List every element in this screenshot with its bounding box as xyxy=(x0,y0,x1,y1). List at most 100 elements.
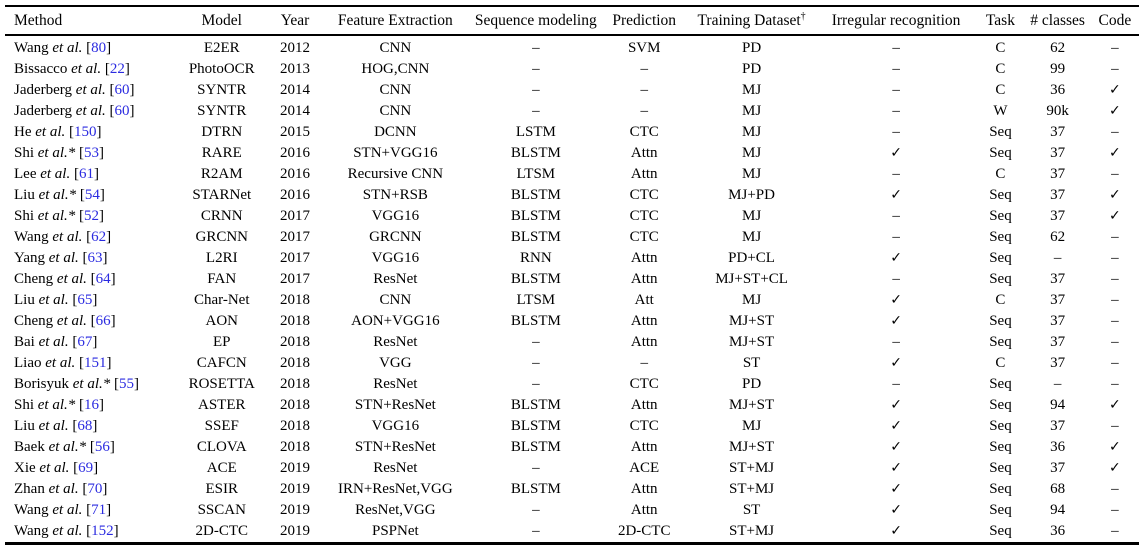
irregular-recognition-cell: ✓ xyxy=(890,187,902,203)
sequence-modeling-cell: RNN xyxy=(520,250,552,266)
code-cell: – xyxy=(1111,61,1119,77)
citation-link[interactable]: 64 xyxy=(95,271,111,287)
author-name: Wang xyxy=(14,502,53,518)
author-name: Cheng xyxy=(14,313,57,329)
citation-link[interactable]: 22 xyxy=(109,61,125,77)
num-classes-cell: 62 xyxy=(1050,229,1066,245)
table-row: Bai et al. [67] EP 2018 ResNet – Attn MJ+ST – Se… xyxy=(5,332,1139,353)
methods-comparison-table: Method Model Year Feature Extraction Seq… xyxy=(5,5,1139,545)
citation-link[interactable]: 60 xyxy=(114,103,130,119)
num-classes-cell: 68 xyxy=(1050,481,1066,497)
feature-extraction-cell: AON+VGG16 xyxy=(351,313,440,329)
sequence-modeling-cell: LSTM xyxy=(515,124,556,140)
citation-link[interactable]: 53 xyxy=(84,145,100,161)
task-cell: Seq xyxy=(989,460,1012,476)
citation-link[interactable]: 52 xyxy=(84,208,100,224)
prediction-cell: SVM xyxy=(627,40,661,56)
model-cell: SSEF xyxy=(204,418,239,434)
model-cell: CAFCN xyxy=(196,355,247,371)
et-al-label: et al. xyxy=(39,460,70,476)
num-classes-cell: 37 xyxy=(1050,187,1066,203)
citation-link[interactable]: 63 xyxy=(87,250,103,266)
author-name: Liu xyxy=(14,292,39,308)
citation-link[interactable]: 16 xyxy=(84,397,100,413)
method-cell: Liao et al. [151] xyxy=(14,355,112,371)
citation-link[interactable]: 62 xyxy=(91,229,107,245)
prediction-cell: Attn xyxy=(630,250,658,266)
irregular-recognition-cell: ✓ xyxy=(890,481,902,497)
irregular-recognition-cell: – xyxy=(892,334,900,350)
citation-link[interactable]: 151 xyxy=(84,355,107,371)
author-name: Jaderberg xyxy=(14,103,76,119)
code-cell: – xyxy=(1111,418,1119,434)
table-body: Wang et al. [80] E2ER 2012 CNN – SVM PD – C 62– Bi… xyxy=(5,35,1139,544)
citation-link[interactable]: 66 xyxy=(95,313,111,329)
feature-extraction-cell: Recursive CNN xyxy=(347,166,444,182)
num-classes-cell: – xyxy=(1053,376,1062,392)
et-al-label: et al. xyxy=(56,271,87,287)
task-cell: C xyxy=(995,166,1006,182)
year-cell: 2014 xyxy=(280,82,310,98)
citation-link[interactable]: 55 xyxy=(119,376,135,392)
model-cell: ACE xyxy=(206,460,237,476)
table-row: Yang et al. [63] L2RI 2017 VGG16 RNN Attn PD+C… xyxy=(5,248,1139,269)
citation-link[interactable]: 70 xyxy=(87,481,103,497)
training-dataset-cell: ST xyxy=(742,502,761,518)
task-cell: Seq xyxy=(989,481,1012,497)
citation-link[interactable]: 69 xyxy=(78,460,94,476)
sequence-modeling-cell: – xyxy=(532,61,540,77)
num-classes-cell: 37 xyxy=(1050,124,1066,140)
training-dataset-cell: MJ+PD xyxy=(728,187,775,203)
citation-link[interactable]: 68 xyxy=(77,418,93,434)
training-dataset-cell: MJ+ST xyxy=(729,439,775,455)
prediction-cell: Attn xyxy=(630,397,658,413)
col-header-sequence-modeling: Sequence modeling xyxy=(470,6,602,36)
et-al-label: et al.* xyxy=(37,397,76,413)
year-cell: 2017 xyxy=(280,229,310,245)
sequence-modeling-cell: BLSTM xyxy=(510,418,561,434)
citation-link[interactable]: 54 xyxy=(84,187,100,203)
prediction-cell: – xyxy=(640,355,648,371)
prediction-cell: CTC xyxy=(629,208,659,224)
citation-link[interactable]: 61 xyxy=(78,166,94,182)
sequence-modeling-cell: – xyxy=(532,376,540,392)
task-cell: Seq xyxy=(989,397,1012,413)
citation-link[interactable]: 152 xyxy=(91,523,114,539)
method-cell: Wang et al. [80] xyxy=(14,40,112,56)
method-cell: Xie et al. [69] xyxy=(14,460,99,476)
year-cell: 2017 xyxy=(280,208,310,224)
prediction-cell: Attn xyxy=(630,502,658,518)
method-cell: Shi et al.* [53] xyxy=(14,145,105,161)
citation-link[interactable]: 56 xyxy=(94,439,110,455)
method-cell: Cheng et al. [66] xyxy=(14,313,116,329)
citation-link[interactable]: 71 xyxy=(91,502,107,518)
prediction-cell: Attn xyxy=(630,334,658,350)
author-name: Zhan xyxy=(14,481,49,497)
method-cell: Liu et al.* [54] xyxy=(14,187,105,203)
citation-link[interactable]: 67 xyxy=(77,334,93,350)
training-dataset-cell: PD xyxy=(741,40,762,56)
code-cell: ✓ xyxy=(1109,397,1121,413)
training-dataset-cell: ST+MJ xyxy=(729,460,775,476)
citation-link[interactable]: 65 xyxy=(77,292,93,308)
citation-link[interactable]: 150 xyxy=(74,124,97,140)
method-cell: Liu et al. [65] xyxy=(14,292,98,308)
irregular-recognition-cell: – xyxy=(892,82,900,98)
irregular-recognition-cell: – xyxy=(892,166,900,182)
feature-extraction-cell: VGG16 xyxy=(371,250,420,266)
sequence-modeling-cell: – xyxy=(532,40,540,56)
sequence-modeling-cell: BLSTM xyxy=(510,145,561,161)
method-cell: Shi et al.* [52] xyxy=(14,208,105,224)
prediction-cell: CTC xyxy=(629,418,659,434)
training-dataset-cell: MJ xyxy=(741,145,762,161)
feature-extraction-cell: VGG xyxy=(379,355,412,371)
et-al-label: et al. xyxy=(38,334,69,350)
citation-link[interactable]: 60 xyxy=(114,82,130,98)
prediction-cell: Attn xyxy=(630,313,658,329)
irregular-recognition-cell: ✓ xyxy=(890,502,902,518)
prediction-cell: CTC xyxy=(629,376,659,392)
author-name: Baek xyxy=(14,439,49,455)
citation-link[interactable]: 80 xyxy=(91,40,107,56)
code-cell: – xyxy=(1111,271,1119,287)
task-cell: Seq xyxy=(989,523,1012,539)
